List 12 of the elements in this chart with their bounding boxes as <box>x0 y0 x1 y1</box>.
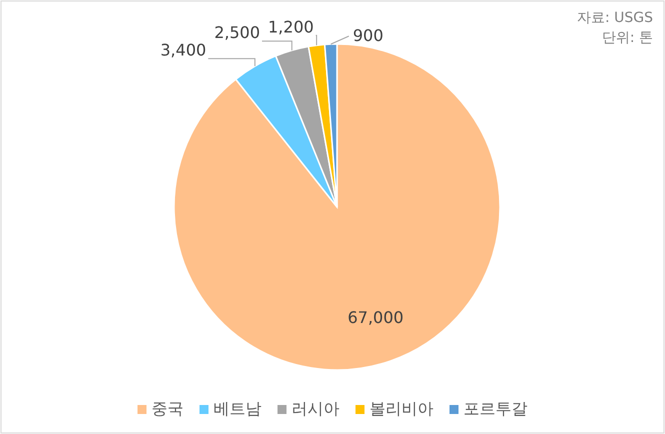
text: 단위: 톤 <box>602 30 653 46</box>
text: 자료: USGS <box>576 10 654 26</box>
data-label: 900 <box>352 26 384 46</box>
data-label: 2,500 <box>214 23 260 42</box>
legend-label: 러시아 <box>292 399 340 418</box>
legend-label: 볼리비아 <box>370 399 434 418</box>
data-label: 3,400 <box>160 40 206 60</box>
legend-label: 중국 <box>152 399 184 418</box>
data-label: 1,200 <box>268 17 314 36</box>
legend-label: 포르투갈 <box>464 399 528 418</box>
legend-label: 베트남 <box>214 399 262 418</box>
data-label: 67,000 <box>348 308 404 327</box>
